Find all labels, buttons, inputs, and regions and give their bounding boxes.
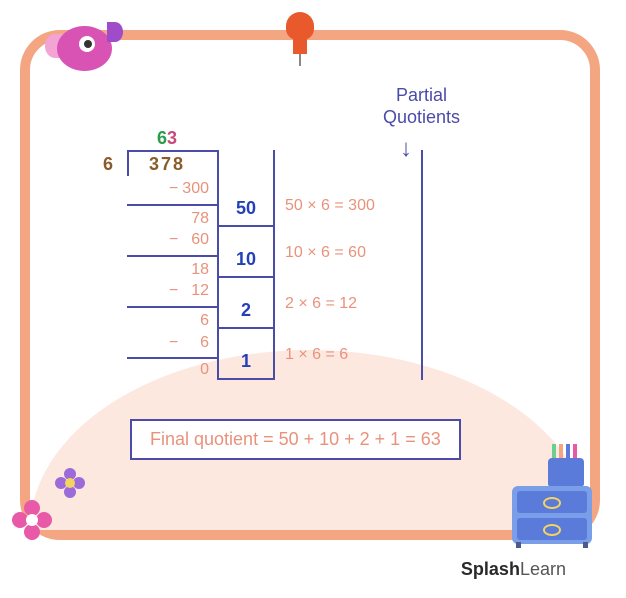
explain-3: 2 × 6 = 12 (275, 278, 421, 329)
brand-part-2: Learn (520, 559, 566, 579)
step-4-work: 6 − 6 (127, 308, 217, 359)
quotient-ones: 3 (167, 128, 177, 148)
pq-2: 10 (219, 227, 273, 278)
explanation-column: 50 × 6 = 300 10 × 6 = 60 2 × 6 = 12 1 × … (273, 150, 423, 380)
quotient-tens: 6 (157, 128, 167, 148)
flower-purple-icon (55, 468, 85, 498)
pq-3: 2 (219, 278, 273, 329)
dividend: 378 (149, 154, 185, 175)
step-3-work: 18 − 12 (127, 257, 217, 308)
label-line-2: Quotients (383, 107, 460, 127)
flower-pink-icon (12, 500, 52, 540)
desk-icon (508, 458, 598, 548)
partial-quotient-column: 50 10 2 1 (217, 150, 273, 380)
label-line-1: Partial (396, 85, 447, 105)
step-2-work: 78 − 60 (127, 206, 217, 257)
pushpin-icon (280, 12, 320, 62)
step-1-work: −300 (127, 176, 217, 206)
explain-4: 1 × 6 = 6 (275, 329, 421, 380)
final-quotient-digits: 63 (157, 128, 177, 149)
subtraction-column: −300 78 − 60 18 − 12 6 − 6 0 (127, 176, 217, 381)
pq-1: 50 (219, 150, 273, 227)
explain-1: 50 × 6 = 300 (275, 150, 421, 227)
partial-quotients-label: Partial Quotients (383, 85, 460, 128)
pq-4: 1 (219, 329, 273, 380)
explain-2: 10 × 6 = 60 (275, 227, 421, 278)
brand-part-1: Splash (461, 559, 520, 579)
divisor: 6 (103, 154, 113, 175)
fish-icon (45, 18, 125, 78)
final-quotient-box: Final quotient = 50 + 10 + 2 + 1 = 63 (130, 419, 461, 460)
remainder: 0 (127, 359, 217, 381)
brand-logo: SplashLearn (461, 559, 566, 580)
